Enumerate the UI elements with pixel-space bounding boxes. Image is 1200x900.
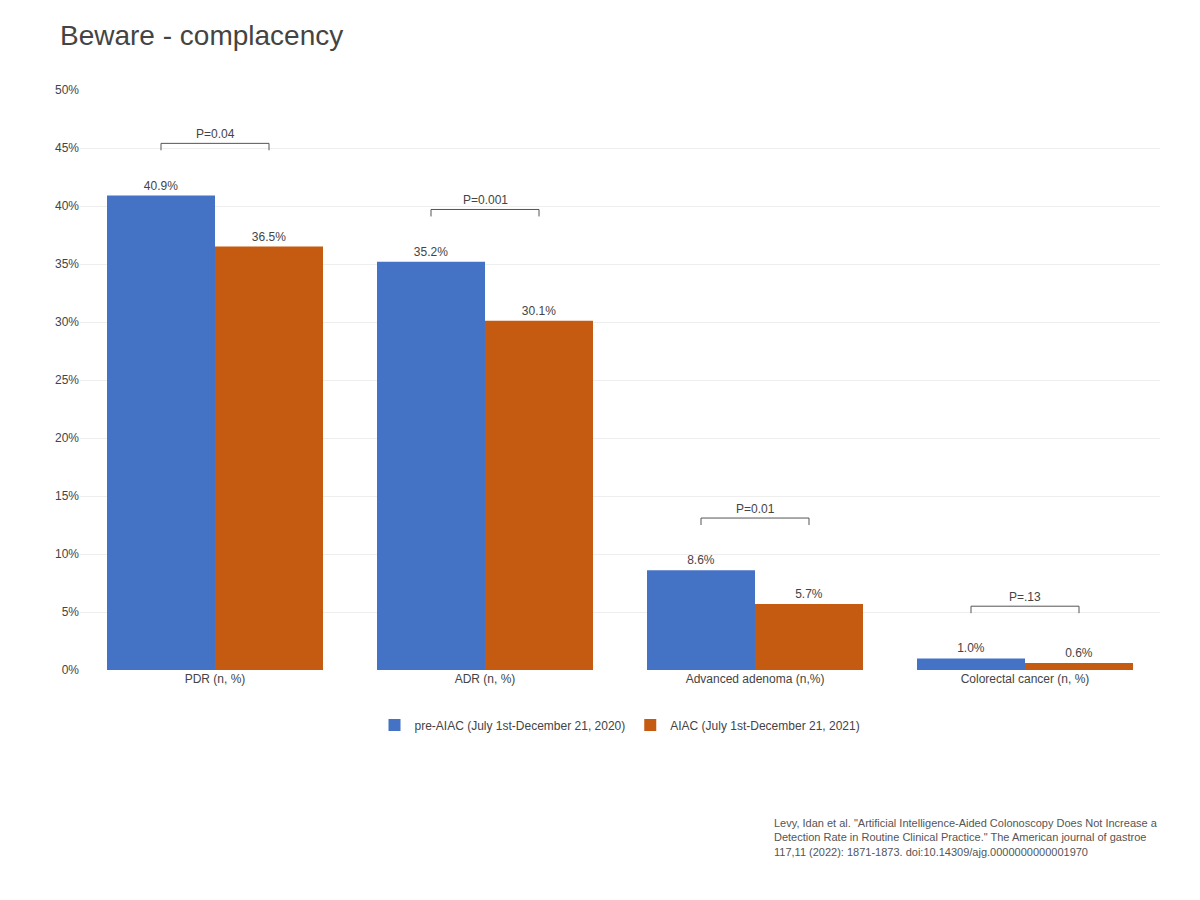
svg-text:Levy, Idan et al. "Artificial: Levy, Idan et al. "Artificial Intelligen… — [774, 817, 1158, 858]
svg-text:P=.13: P=.13 — [1009, 590, 1041, 604]
svg-text:0%: 0% — [62, 663, 80, 677]
svg-text:30%: 30% — [55, 315, 79, 329]
svg-text:20%: 20% — [55, 431, 79, 445]
svg-text:15%: 15% — [55, 489, 79, 503]
svg-text:36.5%: 36.5% — [252, 230, 286, 244]
svg-text:8.6%: 8.6% — [687, 553, 715, 567]
svg-text:50%: 50% — [55, 83, 79, 97]
svg-text:1.0%: 1.0% — [957, 641, 985, 655]
svg-text:ADR (n, %): ADR (n, %) — [455, 672, 516, 686]
svg-text:AIAC (July 1st-December 21, 20: AIAC (July 1st-December 21, 2021) — [670, 719, 859, 733]
svg-text:pre-AIAC (July 1st-December 21: pre-AIAC (July 1st-December 21, 2020) — [415, 719, 626, 733]
svg-text:Colorectal cancer (n, %): Colorectal cancer (n, %) — [961, 672, 1090, 686]
svg-text:P=0.01: P=0.01 — [736, 502, 775, 516]
svg-text:10%: 10% — [55, 547, 79, 561]
svg-text:PDR (n, %): PDR (n, %) — [185, 672, 246, 686]
svg-text:P=0.001: P=0.001 — [463, 193, 508, 207]
svg-text:45%: 45% — [55, 141, 79, 155]
svg-text:0.6%: 0.6% — [1065, 646, 1093, 660]
svg-text:30.1%: 30.1% — [522, 304, 556, 318]
svg-text:40%: 40% — [55, 199, 79, 213]
svg-text:Beware - complacency: Beware - complacency — [60, 20, 343, 51]
svg-text:5.7%: 5.7% — [795, 587, 823, 601]
svg-text:P=0.04: P=0.04 — [196, 127, 235, 141]
svg-text:25%: 25% — [55, 373, 79, 387]
svg-text:Advanced adenoma (n,%): Advanced adenoma (n,%) — [686, 672, 825, 686]
svg-text:35%: 35% — [55, 257, 79, 271]
svg-text:40.9%: 40.9% — [144, 179, 178, 193]
svg-text:35.2%: 35.2% — [414, 245, 448, 259]
svg-text:5%: 5% — [62, 605, 80, 619]
